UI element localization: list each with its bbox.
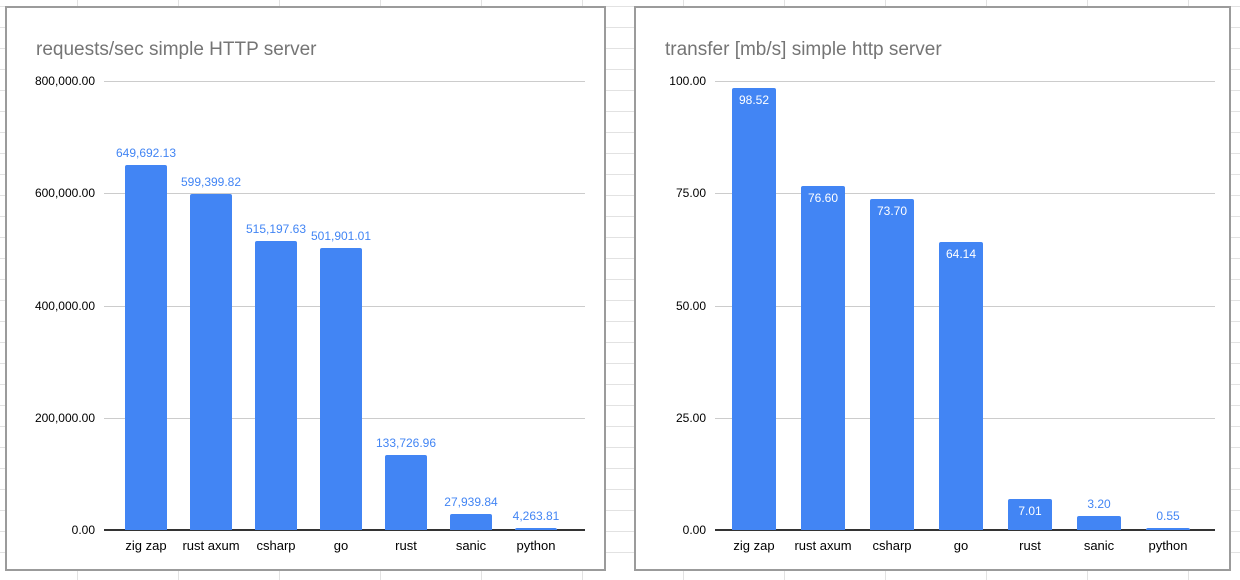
data-label: 73.70 — [876, 204, 908, 219]
data-label: 133,726.96 — [375, 435, 437, 450]
plot-area-requests: 0.00 200,000.00 400,000.00 600,000.00 800,00… — [7, 8, 604, 569]
bar-go — [939, 242, 983, 530]
y-tick-label: 0.00 — [71, 523, 95, 537]
y-tick-label: 75.00 — [675, 186, 706, 201]
y-tick-label: 400,000.00 — [34, 298, 95, 313]
category-label: sanic — [1083, 538, 1115, 553]
bar-rust — [385, 454, 427, 530]
y-tick-label: 0.00 — [682, 523, 706, 537]
y-tick-label: 800,000.00 — [34, 74, 95, 88]
data-label: 501,901.01 — [310, 229, 372, 244]
y-tick-label: 50.00 — [675, 298, 706, 313]
bar-sanic — [450, 514, 492, 530]
data-label: 3.20 — [1087, 496, 1111, 511]
y-tick-label: 25.00 — [675, 410, 706, 425]
bar-zig-zap — [125, 165, 167, 530]
gridline — [715, 193, 1215, 195]
data-label: 515,197.63 — [245, 221, 307, 236]
category-label: sanic — [455, 538, 487, 553]
bar-sanic — [1077, 515, 1121, 530]
bar-go — [320, 248, 362, 530]
data-label: 27,939.84 — [444, 495, 498, 510]
category-label: python — [1148, 538, 1188, 553]
category-label: rust axum — [182, 538, 240, 553]
bar-csharp — [255, 240, 297, 530]
data-label: 599,399.82 — [180, 174, 242, 189]
data-label: 64.14 — [945, 247, 977, 261]
data-label: 7.01 — [1018, 503, 1042, 518]
gridline — [104, 193, 585, 195]
category-label: rust — [1019, 538, 1041, 553]
gridline — [715, 81, 1215, 82]
bar-python — [1146, 527, 1190, 530]
y-tick-label: 100.00 — [669, 74, 706, 88]
category-label: csharp — [256, 538, 296, 553]
chart-card-transfer[interactable]: transfer [mb/s] simple http server 0.00 2… — [634, 6, 1231, 571]
x-axis-line — [104, 529, 585, 531]
chart-title: requests/sec simple HTTP server — [36, 39, 317, 60]
y-tick-label: 200,000.00 — [34, 410, 95, 425]
category-label: zig zap — [125, 538, 167, 553]
category-label: csharp — [872, 538, 912, 553]
bar-rust-axum — [801, 186, 845, 530]
gridline — [104, 81, 585, 82]
data-label: 0.55 — [1156, 508, 1180, 523]
chart-title: transfer [mb/s] simple http server — [665, 39, 942, 60]
bar-python — [515, 527, 557, 530]
category-label: rust axum — [794, 538, 852, 553]
data-label: 76.60 — [807, 191, 839, 206]
category-label: go — [333, 538, 349, 553]
bar-rust — [1008, 498, 1052, 530]
chart-card-requests-per-sec[interactable]: requests/sec simple HTTP server 0.00 200,… — [5, 6, 606, 571]
bar-csharp — [870, 199, 914, 530]
y-tick-label: 600,000.00 — [34, 186, 95, 201]
data-label: 98.52 — [738, 92, 770, 107]
category-label: rust — [395, 538, 417, 553]
category-label: python — [516, 538, 556, 553]
category-label: go — [953, 538, 969, 553]
data-label: 4,263.81 — [512, 508, 560, 523]
data-label: 649,692.13 — [115, 146, 177, 161]
bar-rust-axum — [190, 193, 232, 530]
x-axis-line — [715, 529, 1215, 531]
category-label: zig zap — [733, 538, 775, 553]
plot-area-transfer: 0.00 25.00 50.00 75.00 100.00 zig zap 98.52 rus… — [636, 8, 1229, 569]
bar-zig-zap — [732, 87, 776, 530]
